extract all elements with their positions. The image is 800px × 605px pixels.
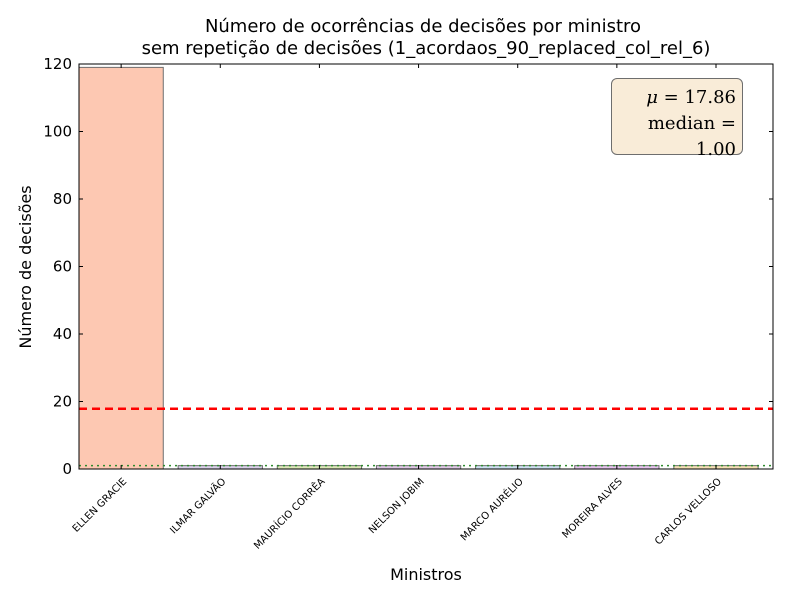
stats-median-value: 1.00 xyxy=(695,139,736,160)
x-tick-label-0: ELLEN GRACIE xyxy=(71,476,129,534)
x-tick-label-2: MAURÍCIO CORRÊA xyxy=(251,475,328,552)
stats-mean-line: μ = 17.86 xyxy=(646,87,736,108)
chart-title: Número de ocorrências de decisões por mi… xyxy=(205,16,641,37)
y-tick-label-3: 60 xyxy=(53,258,72,276)
x-tick-label-5: MOREIRA ALVES xyxy=(560,476,624,540)
stats-box: μ = 17.86 median = 1.00 xyxy=(611,78,743,160)
x-tick-label-1: ILMAR GALVÃO xyxy=(167,475,229,537)
stats-mean-value: 17.86 xyxy=(684,87,736,108)
y-tick-label-2: 40 xyxy=(53,325,72,343)
x-tick-label-4: MARCO AURÉLIO xyxy=(457,475,526,544)
y-tick-label-6: 120 xyxy=(43,55,72,73)
chart-subtitle: sem repetição de decisões (1_acordaos_90… xyxy=(142,38,711,59)
x-tick-label-6: CARLOS VELLOSO xyxy=(653,476,724,547)
plot-frame xyxy=(78,63,774,470)
y-tick-label-0: 0 xyxy=(62,460,72,478)
x-tick-label-3: NELSON JOBIM xyxy=(367,476,427,536)
stats-median-word: median xyxy=(647,113,716,134)
y-tick-label-4: 80 xyxy=(53,190,72,208)
bar-0 xyxy=(78,66,164,470)
stats-mean-symbol: μ xyxy=(646,87,658,108)
x-axis-label: Ministros xyxy=(390,565,462,584)
y-tick-label-5: 100 xyxy=(43,123,72,141)
reference-lines xyxy=(79,407,773,467)
y-axis-label: Número de decisões xyxy=(16,185,35,348)
stats-median-line: median = 1.00 xyxy=(647,113,736,160)
y-tick-label-1: 20 xyxy=(53,393,72,411)
